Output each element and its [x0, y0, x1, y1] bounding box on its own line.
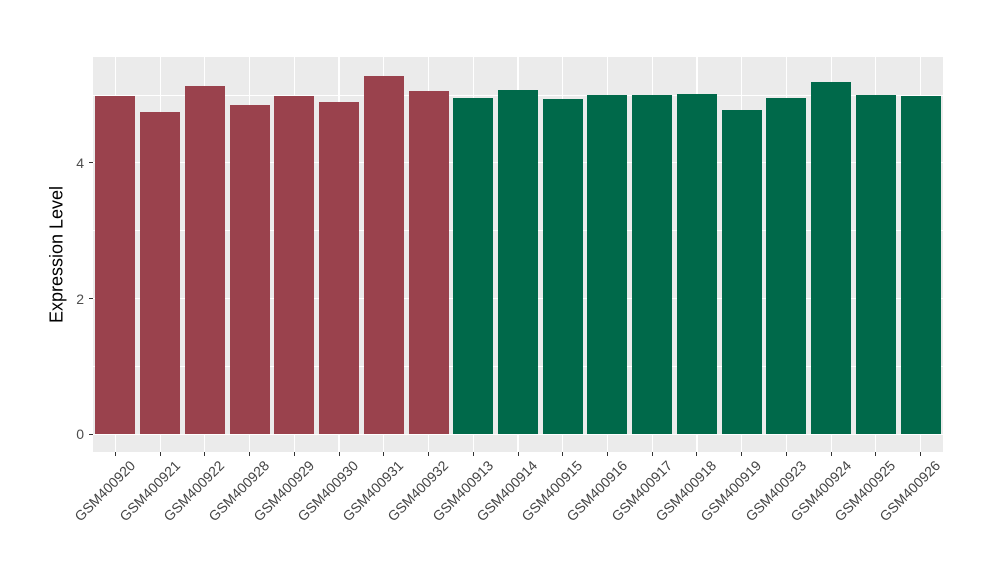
y-tick-mark-2 [88, 298, 93, 300]
bar-GSM400926 [900, 95, 941, 435]
x-tick-mark [606, 452, 608, 456]
bar-GSM400915 [542, 99, 583, 435]
x-tick-mark [293, 452, 295, 456]
x-tick-mark [830, 452, 832, 456]
bar-GSM400925 [855, 95, 896, 435]
bar-GSM400918 [676, 94, 717, 435]
x-tick-mark [562, 452, 564, 456]
x-tick-mark [338, 452, 340, 456]
bar-GSM400932 [408, 90, 449, 435]
x-tick-mark [204, 452, 206, 456]
x-tick-mark [159, 452, 161, 456]
bar-GSM400924 [811, 82, 852, 435]
bar-GSM400914 [498, 90, 538, 435]
bar-GSM400929 [274, 96, 315, 435]
x-tick-mark [741, 452, 743, 456]
bar-GSM400931 [363, 76, 404, 435]
x-tick-mark [651, 452, 653, 456]
bar-GSM400917 [632, 95, 673, 435]
x-tick-mark [785, 452, 787, 456]
x-tick-mark [114, 452, 116, 456]
bar-GSM400916 [587, 95, 628, 435]
x-tick-mark [428, 452, 430, 456]
y-tick-mark-0 [88, 433, 93, 435]
y-tick-label-4: 4 [76, 154, 84, 171]
bar-GSM400923 [766, 98, 807, 435]
bar-GSM400921 [140, 111, 181, 435]
y-tick-mark-4 [88, 162, 93, 164]
bar-GSM400920 [95, 96, 136, 435]
x-tick-mark [249, 452, 251, 456]
x-tick-mark [920, 452, 922, 456]
bar-GSM400913 [453, 97, 494, 435]
x-tick-mark [696, 452, 698, 456]
bar-GSM400930 [319, 102, 360, 435]
bar-GSM400919 [721, 109, 762, 435]
y-tick-label-2: 2 [76, 290, 84, 307]
y-tick-label-0: 0 [76, 426, 84, 443]
x-tick-mark [875, 452, 877, 456]
x-tick-mark [517, 452, 519, 456]
bar-GSM400928 [229, 104, 270, 435]
bar-GSM400922 [184, 86, 225, 435]
x-tick-mark [472, 452, 474, 456]
x-tick-mark [383, 452, 385, 456]
